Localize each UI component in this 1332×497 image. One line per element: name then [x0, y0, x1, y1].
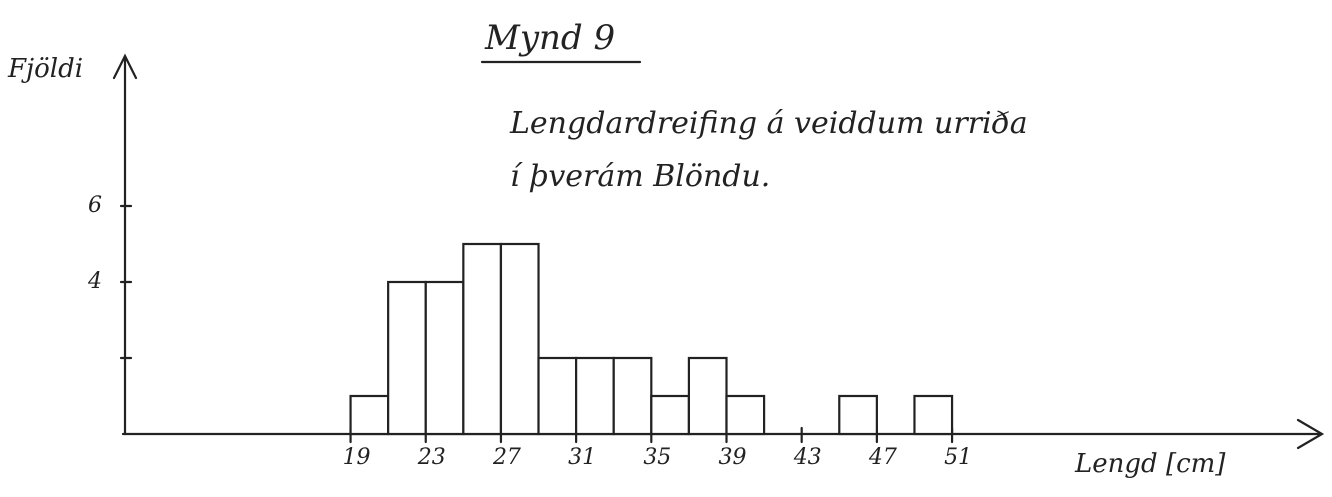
x-tick-label: 35	[643, 445, 671, 470]
histogram-bar	[838, 394, 878, 436]
x-tick-label: 51	[944, 445, 972, 470]
histogram-bar	[537, 356, 578, 436]
x-tick-label: 39	[719, 445, 747, 470]
histogram-bar	[499, 242, 540, 436]
histogram-bar	[575, 356, 615, 436]
x-tick-label: 23	[417, 445, 446, 470]
x-tick-label: 43	[793, 445, 822, 470]
x-tick-label: 27	[492, 445, 521, 470]
y-axis-label: Fjöldi	[7, 54, 83, 84]
y-tick-label: 6	[88, 193, 102, 218]
y-axis	[112, 53, 138, 436]
subtitle-line: í þverám Blöndu.	[510, 159, 770, 194]
y-tick-label: 4	[87, 269, 102, 294]
histogram-bar	[349, 394, 390, 436]
x-tick-label: 47	[868, 445, 897, 470]
histogram-bar	[387, 280, 427, 436]
x-tick-label: 19	[343, 445, 371, 470]
chart-title: Mynd 9	[484, 18, 615, 58]
histogram-bar	[687, 356, 728, 436]
histogram-bar	[612, 356, 653, 436]
x-tick-label: 31	[568, 445, 596, 470]
histogram-bar	[913, 394, 954, 436]
histogram-bar	[725, 394, 766, 436]
histogram-bar	[424, 280, 465, 436]
histogram-bar	[462, 242, 503, 436]
x-axis-label: Lengd [cm]	[1074, 449, 1226, 479]
histogram-bar	[650, 394, 691, 436]
subtitle-line: Lengdardreifing á veiddum urriða	[509, 106, 1028, 141]
